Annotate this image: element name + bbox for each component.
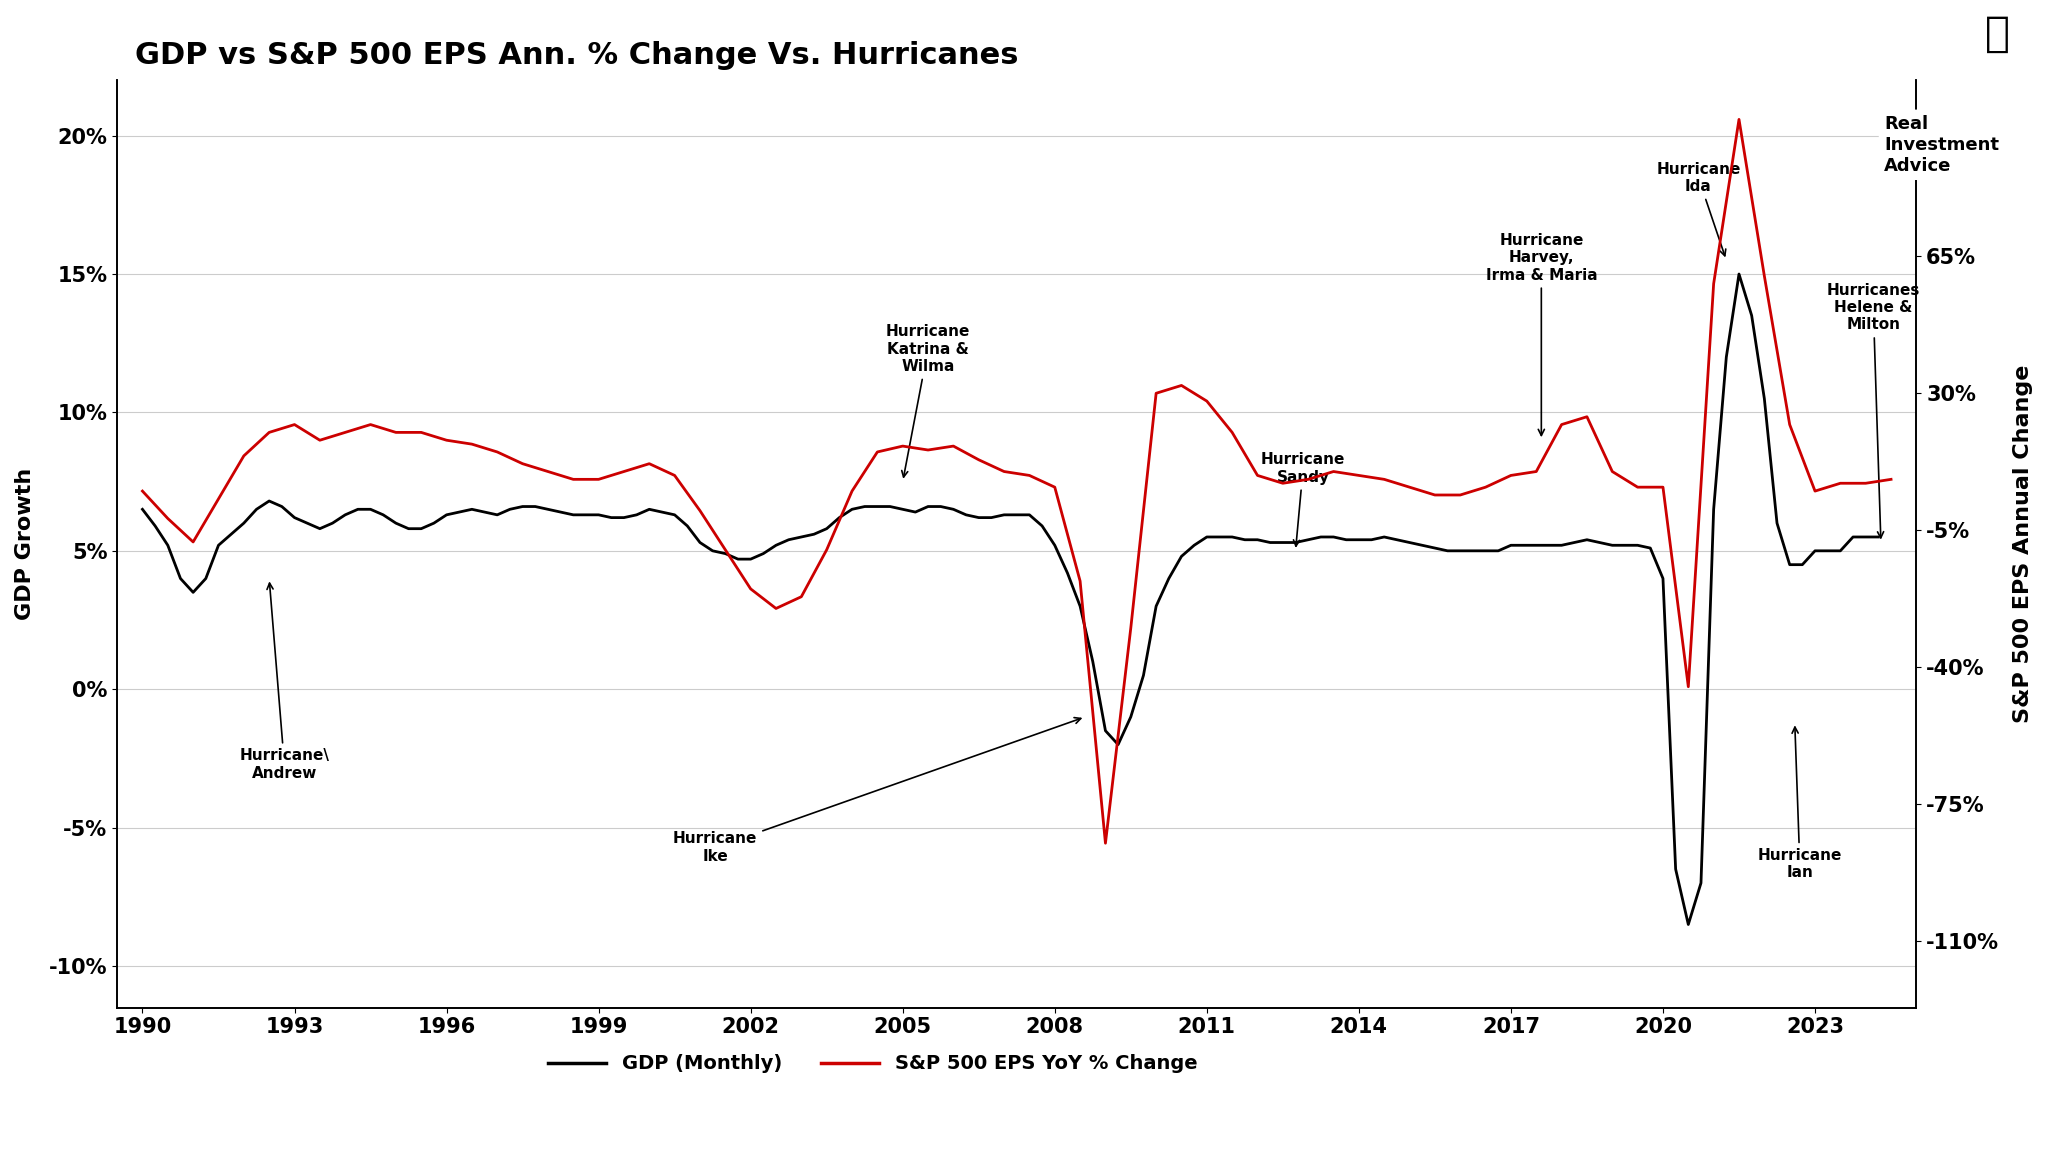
Y-axis label: GDP Growth: GDP Growth [14,468,35,620]
Legend: GDP (Monthly), S&P 500 EPS YoY % Change: GDP (Monthly), S&P 500 EPS YoY % Change [541,1046,1206,1081]
Text: Hurricane
Katrina &
Wilma: Hurricane Katrina & Wilma [887,324,971,477]
Text: 🦅: 🦅 [1985,13,2009,55]
Text: Hurricanes
Helene &
Milton: Hurricanes Helene & Milton [1827,283,1919,538]
Text: Hurricane
Ian: Hurricane Ian [1757,727,1841,881]
Text: Hurricane\
Andrew: Hurricane\ Andrew [240,583,330,781]
Text: Hurricane
Ida: Hurricane Ida [1657,162,1741,255]
Text: Real
Investment
Advice: Real Investment Advice [1884,115,1999,175]
Text: GDP vs S&P 500 EPS Ann. % Change Vs. Hurricanes: GDP vs S&P 500 EPS Ann. % Change Vs. Hur… [135,40,1018,70]
Text: Hurricane
Harvey,
Irma & Maria: Hurricane Harvey, Irma & Maria [1485,232,1597,436]
Text: Hurricane
Ike: Hurricane Ike [674,718,1081,864]
Text: Hurricane
Sandy: Hurricane Sandy [1262,452,1346,546]
Y-axis label: S&P 500 EPS Annual Change: S&P 500 EPS Annual Change [2013,365,2034,723]
